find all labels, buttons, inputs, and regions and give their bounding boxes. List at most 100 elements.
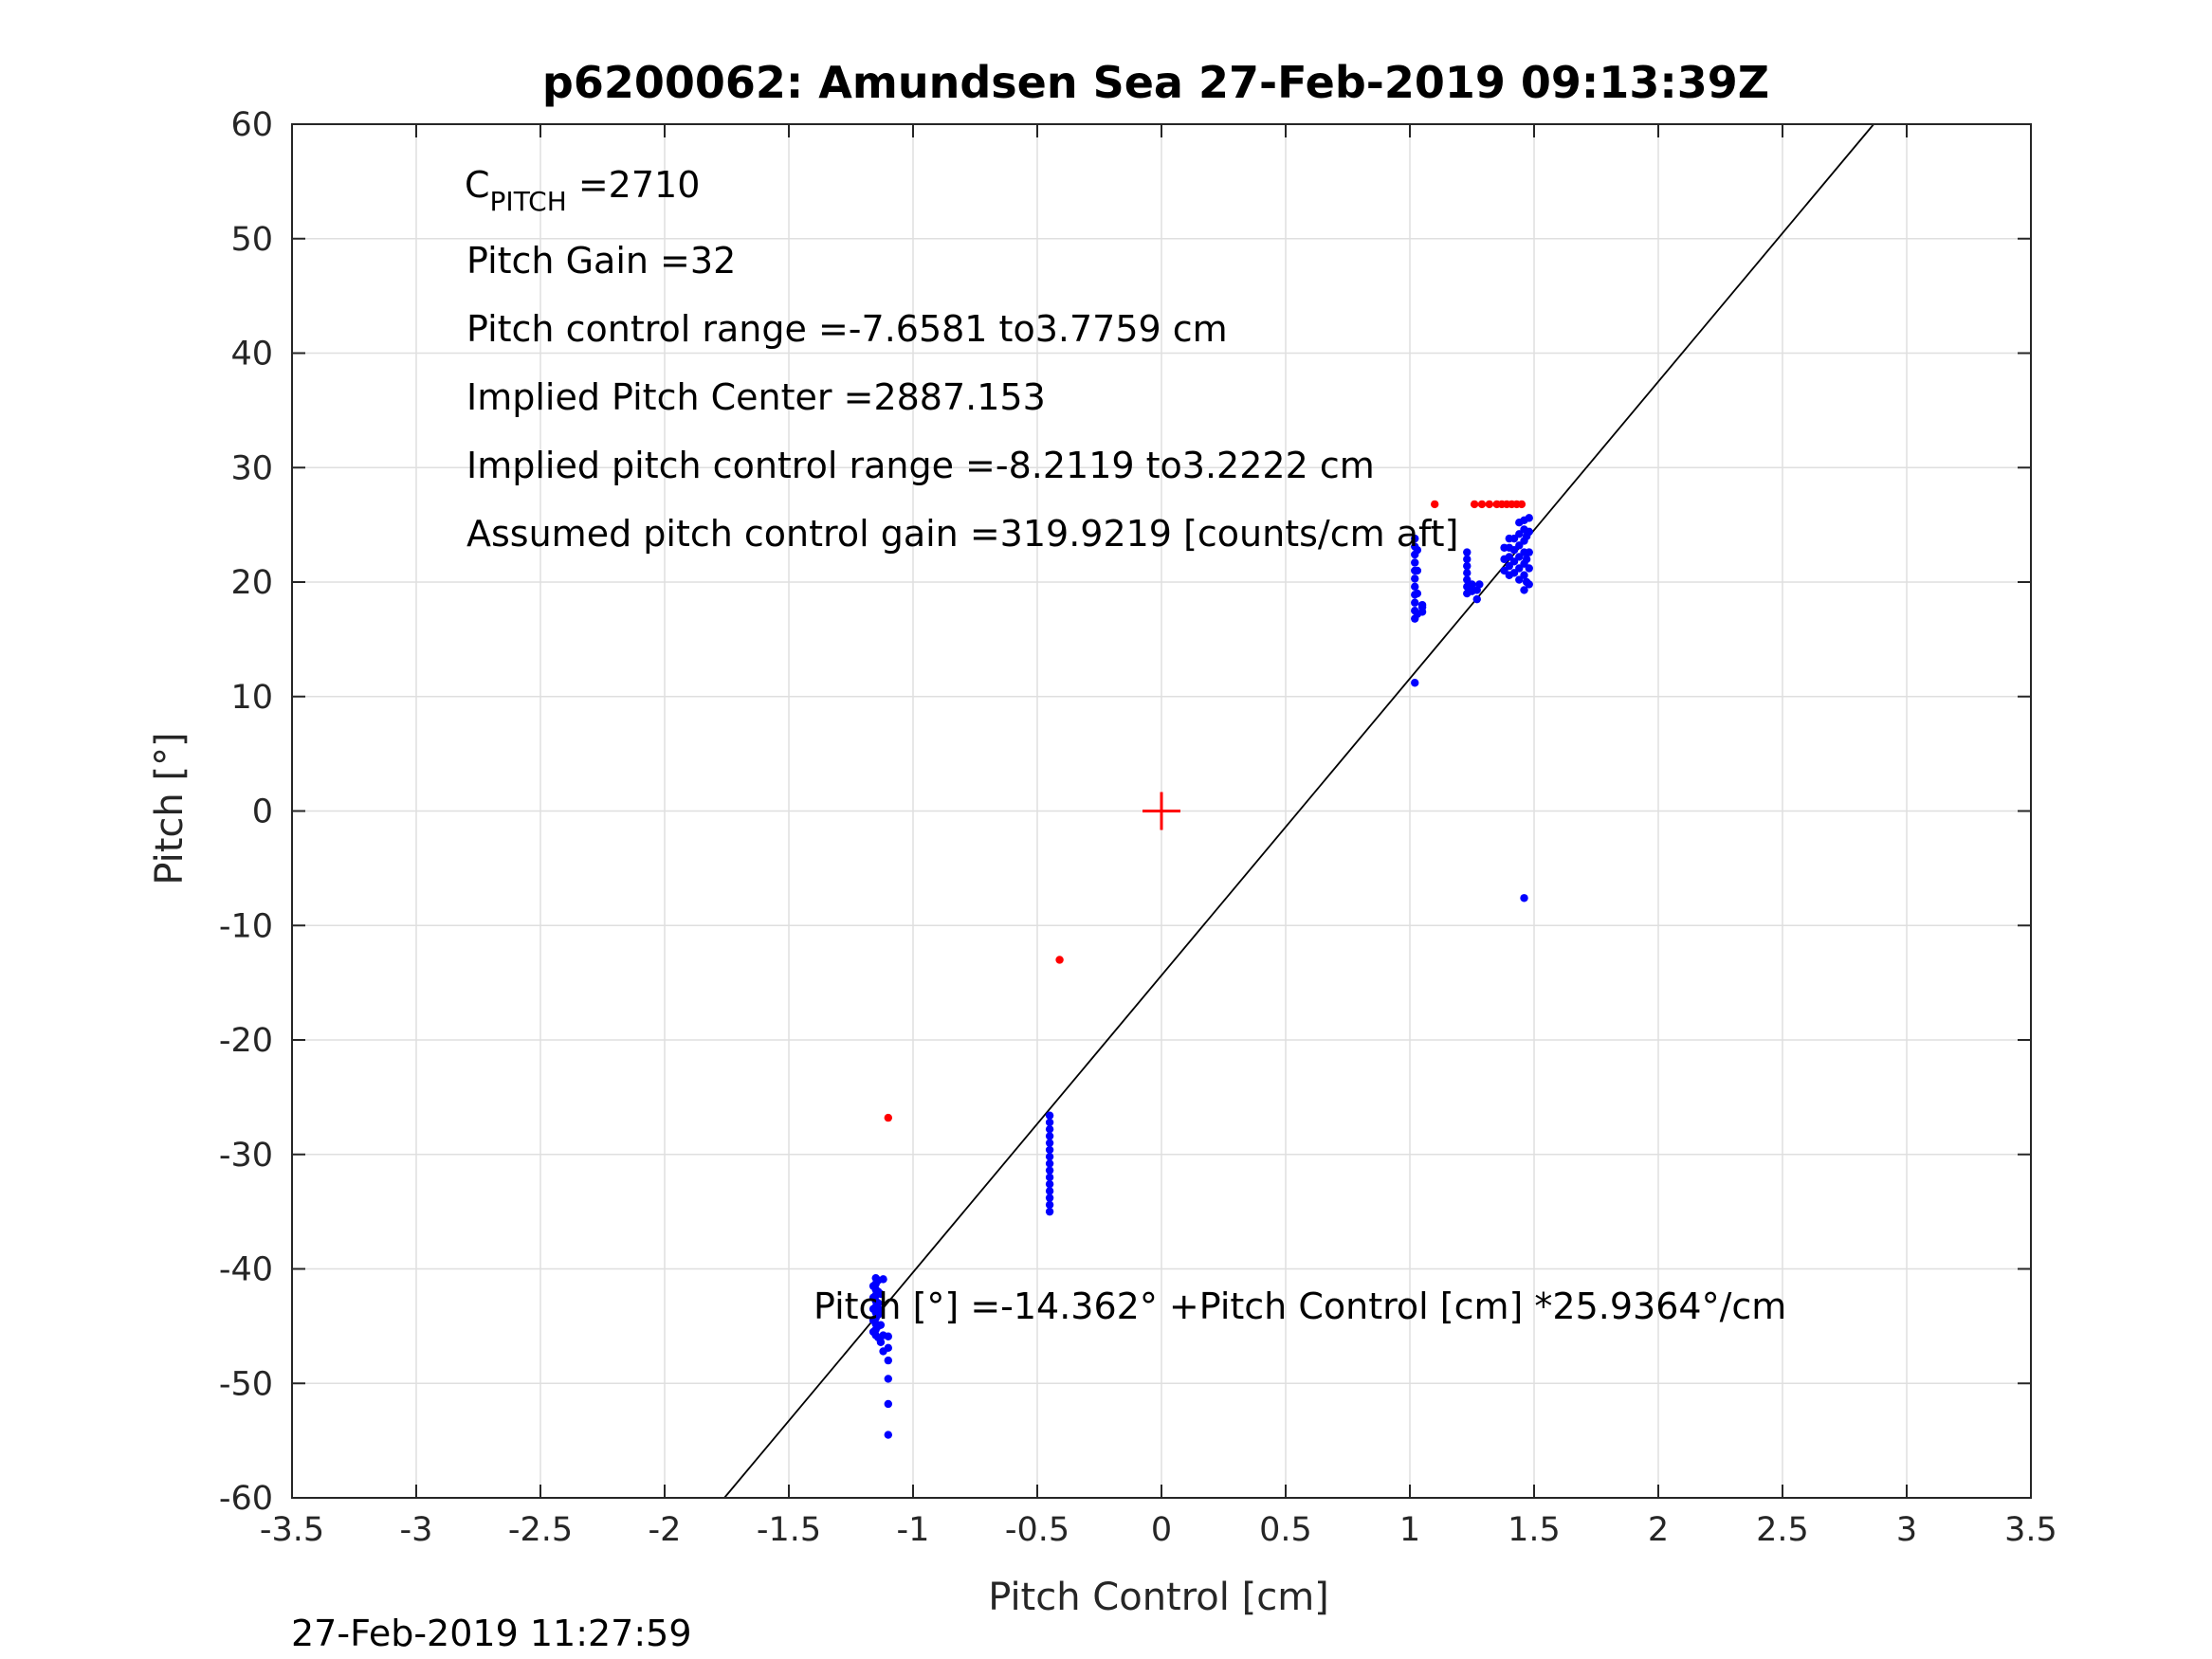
x-tick-label: -1 xyxy=(897,1511,930,1549)
x-tick-label: -2.5 xyxy=(508,1511,573,1549)
x-tick-label: 3.5 xyxy=(2004,1511,2057,1549)
blue-data-point xyxy=(1525,564,1533,573)
x-tick-label: 1.5 xyxy=(1508,1511,1561,1549)
blue-data-point xyxy=(868,1282,878,1290)
y-tick-label: -60 xyxy=(219,1480,273,1518)
y-tick-label: -10 xyxy=(219,907,273,945)
x-tick-label: -0.5 xyxy=(1005,1511,1069,1549)
blue-data-point xyxy=(884,1431,892,1439)
blue-data-point xyxy=(874,1299,883,1307)
blue-data-point xyxy=(1411,582,1419,592)
blue-data-point xyxy=(876,1289,886,1299)
blue-data-point xyxy=(876,1338,886,1346)
y-tick-label: -20 xyxy=(219,1022,273,1060)
x-tick-label: 1 xyxy=(1399,1511,1420,1549)
y-tick-label: 20 xyxy=(230,564,273,602)
blue-data-point xyxy=(1463,569,1472,577)
blue-data-point xyxy=(1411,679,1419,687)
blue-data-point xyxy=(1045,1145,1054,1155)
blue-data-point xyxy=(1045,1187,1054,1195)
red-data-point xyxy=(1477,500,1487,509)
red-data-point xyxy=(1517,500,1526,509)
red-data-point xyxy=(1470,500,1479,509)
blue-data-point xyxy=(1413,589,1422,598)
ticks xyxy=(291,123,2032,1499)
red-data-point xyxy=(1431,500,1439,509)
blue-data-point xyxy=(1525,527,1533,537)
blue-data-point xyxy=(1475,580,1484,589)
blue-data-point xyxy=(1045,1179,1054,1189)
blue-data-point xyxy=(868,1316,878,1325)
y-tick-label: 0 xyxy=(252,793,273,831)
y-tick-label: -50 xyxy=(219,1365,273,1403)
blue-data-point xyxy=(1463,561,1472,571)
annotation-control-range: Pitch control range =-7.6581 to3.7759 cm xyxy=(466,308,1228,350)
blue-data-point xyxy=(1520,894,1528,902)
blue-data-point xyxy=(884,1375,892,1383)
red-data-point xyxy=(884,1113,892,1122)
red-data-point xyxy=(1055,956,1064,964)
blue-data-point xyxy=(1045,1173,1054,1182)
y-tick-label: 40 xyxy=(230,336,273,374)
annotation-equation: Pitch [°] =-14.362° +Pitch Control [cm] … xyxy=(814,1285,1786,1327)
x-tick-label: -3.5 xyxy=(260,1511,324,1549)
x-tick-labels: -3.5 -3 -2.5 -2 -1.5 -1 -0.5 0 0.5 1 1.5 2 2.5 3 3.5 xyxy=(260,1511,2057,1549)
x-tick-label: 3 xyxy=(1896,1511,1917,1549)
blue-data-point xyxy=(1045,1207,1054,1216)
y-tick-label: 30 xyxy=(230,449,273,487)
blue-data-point xyxy=(884,1332,892,1340)
x-tick-label: 2 xyxy=(1648,1511,1669,1549)
x-tick-label: -2 xyxy=(649,1511,682,1549)
data-points xyxy=(868,500,1533,1439)
y-tick-label: -30 xyxy=(219,1137,273,1175)
timestamp: 27-Feb-2019 11:27:59 xyxy=(291,1613,692,1654)
y-tick-label: -40 xyxy=(219,1251,273,1289)
annotation-c-pitch: CPITCH =2710 xyxy=(465,164,700,217)
y-tick-label: 60 xyxy=(230,106,273,144)
annotation-c-pitch-main: C xyxy=(465,164,490,206)
blue-data-point xyxy=(1045,1159,1054,1168)
annotation-c-pitch-value: =2710 xyxy=(567,164,701,206)
blue-data-point xyxy=(1463,548,1472,556)
y-axis-label: Pitch [°] xyxy=(148,732,192,884)
fit-line-group xyxy=(723,123,1874,1499)
blue-data-point xyxy=(1411,534,1419,543)
annotation-implied-range: Implied pitch control range =-8.2119 to3… xyxy=(466,445,1375,486)
blue-data-point xyxy=(1411,558,1419,567)
blue-data-point xyxy=(884,1399,892,1409)
y-tick-labels: 60 50 40 30 20 10 0 -10 -20 -30 -40 -50 -60 xyxy=(219,106,273,1518)
blue-data-point xyxy=(1045,1200,1054,1210)
blue-data-point xyxy=(1045,1152,1054,1161)
blue-data-point xyxy=(1413,545,1422,555)
fit-line xyxy=(723,123,1874,1499)
blue-data-point xyxy=(876,1321,886,1329)
x-tick-label: 0.5 xyxy=(1259,1511,1312,1549)
blue-data-point xyxy=(876,1305,886,1315)
blue-data-point xyxy=(1417,603,1427,611)
blue-data-point xyxy=(1411,598,1419,607)
blue-data-point xyxy=(1045,1166,1054,1175)
x-tick-label: -1.5 xyxy=(757,1511,821,1549)
blue-data-point xyxy=(879,1275,887,1284)
blue-data-point xyxy=(868,1293,878,1302)
y-tick-label: 50 xyxy=(230,221,273,259)
blue-data-point xyxy=(1411,574,1419,583)
blue-data-point xyxy=(1525,548,1533,556)
center-marker-group xyxy=(1143,792,1180,830)
y-tick-label: 10 xyxy=(230,679,273,717)
blue-data-point xyxy=(1463,555,1472,564)
annotation-assumed-gain: Assumed pitch control gain =319.9219 [co… xyxy=(466,513,1458,555)
blue-data-point xyxy=(1045,1118,1054,1127)
blue-data-point xyxy=(1525,580,1533,589)
blue-data-point xyxy=(1468,580,1476,589)
annotation-pitch-gain: Pitch Gain =32 xyxy=(466,240,736,282)
blue-data-point xyxy=(868,1327,878,1337)
x-tick-label: 2.5 xyxy=(1756,1511,1809,1549)
x-tick-label: 0 xyxy=(1151,1511,1172,1549)
blue-data-point xyxy=(1045,1194,1054,1202)
blue-data-point xyxy=(884,1356,892,1365)
blue-data-point xyxy=(1520,571,1528,579)
blue-data-point xyxy=(1525,514,1533,522)
blue-data-point xyxy=(1045,1139,1054,1147)
